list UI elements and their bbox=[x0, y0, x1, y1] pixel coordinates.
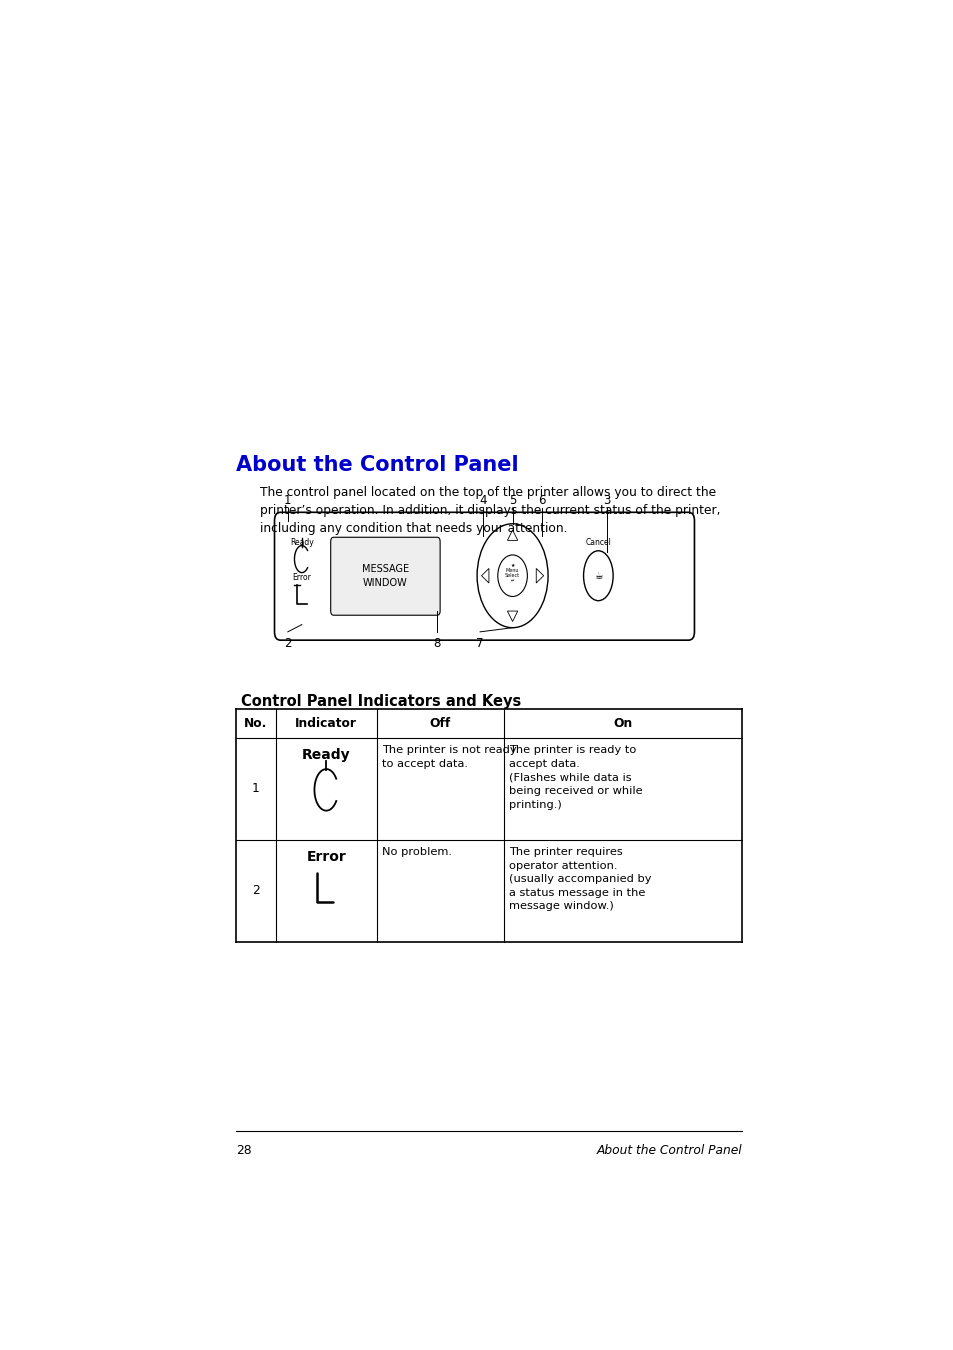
Text: 1: 1 bbox=[252, 782, 259, 795]
Polygon shape bbox=[536, 568, 543, 583]
Text: 6: 6 bbox=[537, 494, 545, 508]
Text: 4: 4 bbox=[478, 494, 486, 508]
Text: 2: 2 bbox=[284, 637, 292, 651]
Polygon shape bbox=[481, 568, 488, 583]
Text: Ready: Ready bbox=[290, 539, 314, 547]
Text: The printer requires
operator attention.
(usually accompanied by
a status messag: The printer requires operator attention.… bbox=[508, 846, 651, 911]
Text: 7: 7 bbox=[476, 637, 483, 651]
Text: 8: 8 bbox=[433, 637, 440, 651]
Text: MESSAGE
WINDOW: MESSAGE WINDOW bbox=[361, 564, 409, 589]
Text: 3: 3 bbox=[603, 494, 610, 508]
Ellipse shape bbox=[476, 524, 547, 628]
Text: Cancel: Cancel bbox=[585, 537, 611, 547]
Text: Off: Off bbox=[429, 717, 450, 730]
Text: 1: 1 bbox=[284, 494, 292, 508]
Polygon shape bbox=[507, 531, 517, 540]
Text: Ready: Ready bbox=[302, 748, 350, 763]
Text: 5: 5 bbox=[508, 494, 516, 508]
Text: 28: 28 bbox=[235, 1145, 252, 1157]
Text: No.: No. bbox=[244, 717, 268, 730]
Text: Error: Error bbox=[306, 850, 346, 864]
FancyBboxPatch shape bbox=[274, 512, 694, 640]
Text: Control Panel Indicators and Keys: Control Panel Indicators and Keys bbox=[241, 694, 521, 709]
FancyBboxPatch shape bbox=[331, 537, 439, 616]
Text: The control panel located on the top of the printer allows you to direct the
pri: The control panel located on the top of … bbox=[259, 486, 720, 536]
Circle shape bbox=[497, 555, 527, 597]
Text: About the Control Panel: About the Control Panel bbox=[596, 1145, 741, 1157]
Ellipse shape bbox=[583, 551, 613, 601]
Text: 2: 2 bbox=[252, 884, 259, 898]
Text: Indicator: Indicator bbox=[295, 717, 356, 730]
Text: The printer is ready to
accept data.
(Flashes while data is
being received or wh: The printer is ready to accept data. (Fl… bbox=[508, 745, 641, 810]
Text: ☕: ☕ bbox=[594, 571, 602, 580]
Text: No problem.: No problem. bbox=[381, 846, 452, 857]
Text: The printer is not ready
to accept data.: The printer is not ready to accept data. bbox=[381, 745, 516, 768]
Text: About the Control Panel: About the Control Panel bbox=[235, 455, 518, 475]
Text: ★
Menu
Select
↵: ★ Menu Select ↵ bbox=[504, 563, 519, 583]
Text: On: On bbox=[613, 717, 632, 730]
Text: Error: Error bbox=[293, 572, 311, 582]
Polygon shape bbox=[507, 612, 517, 621]
